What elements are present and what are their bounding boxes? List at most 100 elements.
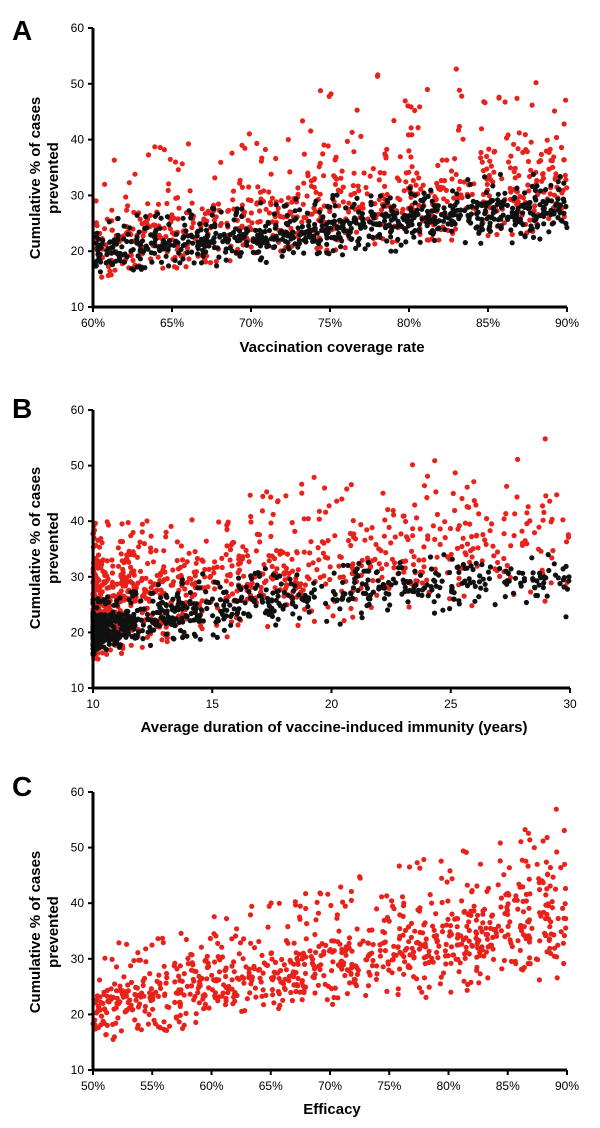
data-point [202, 243, 208, 249]
data-point [196, 1000, 202, 1006]
data-point [382, 948, 388, 954]
data-point [304, 193, 310, 199]
data-point [384, 988, 390, 995]
data-point [502, 99, 508, 105]
data-point [280, 997, 286, 1003]
x-tick-label: 50% [81, 1079, 105, 1093]
data-point [138, 1027, 144, 1033]
data-point [111, 1006, 117, 1012]
data-point [561, 584, 567, 590]
data-point [551, 932, 557, 938]
data-point [381, 203, 387, 209]
data-point [182, 222, 188, 228]
data-point [296, 592, 302, 598]
data-point [401, 513, 407, 519]
x-tick-label: 75% [318, 316, 342, 330]
data-point [430, 923, 436, 929]
data-point [223, 916, 230, 922]
data-point [518, 966, 525, 972]
data-point [164, 608, 170, 614]
data-point [334, 915, 340, 921]
data-point [530, 570, 536, 576]
data-point [128, 252, 134, 258]
data-point [432, 214, 438, 220]
data-point [109, 579, 115, 586]
data-point [222, 1002, 229, 1008]
data-point [110, 1021, 116, 1027]
data-point [433, 196, 439, 202]
data-point [452, 507, 458, 514]
series-b-1 [90, 552, 572, 658]
data-point [500, 201, 506, 207]
data-point [131, 617, 137, 624]
data-point [506, 865, 512, 871]
data-point [331, 570, 337, 576]
data-point [379, 566, 385, 572]
data-point [117, 250, 123, 256]
data-point [104, 558, 110, 564]
data-point [124, 207, 130, 213]
data-point [544, 593, 550, 599]
data-point [529, 102, 535, 108]
data-point [212, 586, 218, 592]
data-point [348, 971, 354, 977]
data-point [157, 144, 163, 151]
data-point [321, 973, 327, 979]
data-point [418, 186, 424, 192]
data-point [466, 951, 472, 957]
data-point [229, 963, 235, 969]
data-point [145, 152, 152, 158]
data-point [348, 897, 354, 904]
data-point [466, 919, 472, 925]
data-point [281, 589, 287, 596]
data-point [485, 232, 491, 239]
data-point [414, 860, 420, 866]
data-point [441, 552, 447, 558]
data-point [547, 191, 553, 197]
data-point [397, 966, 403, 972]
data-point [375, 578, 381, 584]
x-tick-label: 20 [325, 697, 339, 711]
data-point [381, 218, 388, 224]
data-point [534, 578, 540, 584]
data-point [443, 941, 449, 948]
data-point [483, 587, 489, 593]
data-point [351, 149, 357, 155]
data-point [121, 593, 127, 599]
data-point [145, 201, 151, 207]
data-point [367, 219, 374, 225]
data-point [499, 966, 505, 972]
data-point [394, 175, 400, 181]
data-point [240, 956, 246, 962]
data-point [231, 217, 237, 223]
data-point [544, 911, 550, 918]
data-point [148, 232, 154, 238]
data-point [308, 539, 314, 545]
data-point [261, 562, 267, 568]
data-point [142, 225, 148, 231]
data-point [297, 903, 303, 909]
data-point [156, 244, 162, 250]
data-point [107, 612, 113, 618]
data-point [455, 932, 461, 938]
data-point [442, 226, 448, 233]
data-point [482, 208, 488, 214]
data-point [328, 902, 334, 909]
data-point [100, 638, 106, 644]
data-point [372, 221, 378, 227]
data-point [448, 211, 454, 217]
data-point [526, 905, 532, 911]
data-point [401, 188, 407, 194]
data-point [437, 541, 443, 548]
data-point [107, 268, 113, 274]
data-point [282, 602, 288, 608]
data-point [279, 253, 285, 259]
data-point [148, 545, 154, 551]
x-axis-title-c: Efficacy [303, 1101, 361, 1118]
data-point [342, 245, 348, 251]
data-point [538, 151, 545, 157]
data-point [361, 170, 367, 176]
data-point [402, 98, 408, 104]
data-point [465, 177, 471, 183]
data-point [469, 603, 475, 609]
